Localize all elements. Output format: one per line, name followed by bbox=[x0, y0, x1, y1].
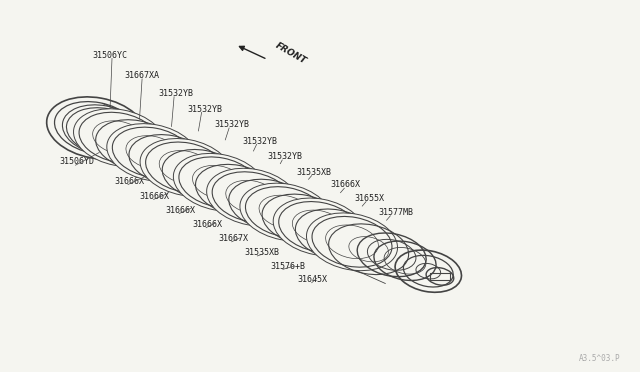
Ellipse shape bbox=[273, 198, 364, 256]
Text: 31532YB: 31532YB bbox=[242, 137, 277, 145]
Text: 31535XB: 31535XB bbox=[244, 248, 280, 257]
Text: 31577MB: 31577MB bbox=[379, 208, 414, 217]
Text: 31667X: 31667X bbox=[219, 234, 249, 243]
Ellipse shape bbox=[74, 109, 164, 167]
Text: 31645X: 31645X bbox=[298, 275, 328, 284]
Text: 31532YB: 31532YB bbox=[214, 120, 250, 129]
Text: 31535XB: 31535XB bbox=[296, 168, 332, 177]
Text: 31666X: 31666X bbox=[192, 220, 222, 229]
Text: 31532YB: 31532YB bbox=[159, 89, 194, 98]
Ellipse shape bbox=[207, 168, 298, 226]
Text: 31666X: 31666X bbox=[331, 180, 361, 189]
Text: 31532YB: 31532YB bbox=[188, 105, 223, 113]
Text: 31506YC: 31506YC bbox=[93, 51, 128, 60]
Text: 31576+B: 31576+B bbox=[270, 262, 305, 270]
Text: 31506YD: 31506YD bbox=[60, 157, 95, 166]
Text: 31532YB: 31532YB bbox=[268, 152, 303, 161]
Text: 31666X: 31666X bbox=[165, 206, 195, 215]
Text: 31655X: 31655X bbox=[354, 194, 384, 203]
Text: 31666X: 31666X bbox=[140, 192, 170, 201]
Ellipse shape bbox=[173, 153, 264, 211]
Ellipse shape bbox=[140, 138, 231, 196]
Ellipse shape bbox=[307, 213, 397, 271]
Ellipse shape bbox=[107, 124, 198, 182]
Text: 31667XA: 31667XA bbox=[125, 71, 160, 80]
Text: A3.5^03.P: A3.5^03.P bbox=[579, 354, 621, 363]
Text: 31666X: 31666X bbox=[114, 177, 144, 186]
Ellipse shape bbox=[240, 183, 331, 241]
Text: FRONT: FRONT bbox=[274, 41, 308, 66]
